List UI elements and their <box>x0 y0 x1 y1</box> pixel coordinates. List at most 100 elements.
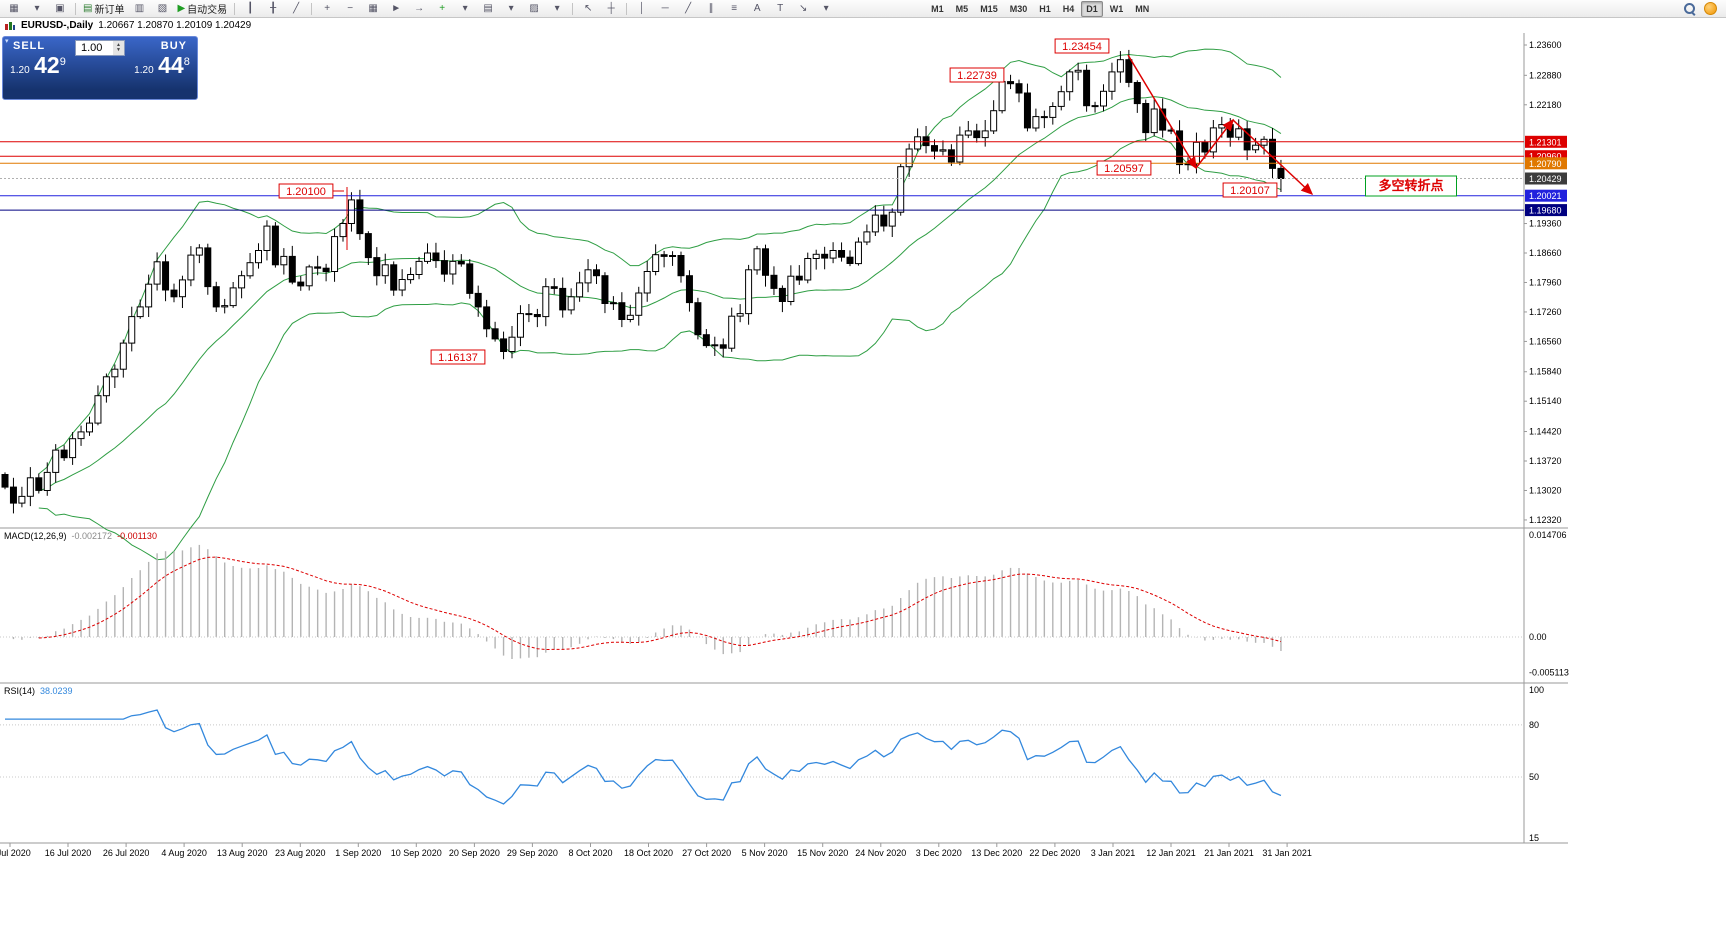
timeframe-h4[interactable]: H4 <box>1062 3 1075 14</box>
price-tag <box>1525 204 1567 217</box>
timeframe-d1[interactable]: D1 <box>1081 0 1103 17</box>
toolbar-auto-scroll[interactable]: ► <box>385 0 407 17</box>
volume-down-icon[interactable]: ▼ <box>116 47 121 53</box>
date-axis-label: 13 Aug 2020 <box>217 848 268 858</box>
annotation-text: 1.23454 <box>1062 41 1102 53</box>
date-axis-label: 26 Jul 2020 <box>103 848 150 858</box>
search-icon[interactable] <box>1683 2 1696 15</box>
toolbar-terminal-window[interactable]: ▧ <box>151 0 173 17</box>
toolbar-tile-windows[interactable]: ▦ <box>362 0 384 17</box>
timeframe-m15[interactable]: M15 <box>980 3 998 14</box>
price-axis-label: 1.15840 <box>1529 367 1562 377</box>
toolbar-market-watch[interactable]: ▥ <box>128 0 150 17</box>
buy-label: BUY <box>160 40 187 52</box>
buy-button[interactable]: BUY 1.20 448 <box>127 37 197 99</box>
date-axis-label: 6 Jul 2020 <box>0 848 31 858</box>
timeframe-toolbar: M1 M5 M15 M30 H1 H4 D1 W1 MN <box>926 0 1154 17</box>
date-axis-label: 24 Nov 2020 <box>855 848 906 858</box>
toolbar-indicators-dropdown[interactable]: ▾ <box>454 0 476 17</box>
date-axis-label: 4 Aug 2020 <box>161 848 207 858</box>
toolbar-arrows-tool[interactable]: ↘ <box>792 0 814 17</box>
buy-price-prefix: 1.20 <box>134 65 154 76</box>
price-axis-label: 1.13020 <box>1529 486 1562 496</box>
toolbar-arrows-dropdown[interactable]: ▾ <box>815 0 837 17</box>
toolbar-line-chart-mode[interactable]: ╱ <box>285 0 307 17</box>
annotation-box[interactable] <box>1096 160 1152 176</box>
volume-input[interactable]: 1.00 ▲ ▼ <box>75 40 125 56</box>
volume-up-icon[interactable]: ▲ <box>116 42 121 48</box>
toolbar-new-chart[interactable]: ▦ <box>3 0 25 17</box>
toolbar-candlestick-mode[interactable]: ╂ <box>262 0 284 17</box>
toolbar-channel-tool[interactable]: ∥ <box>700 0 722 17</box>
volume-column: 1.00 ▲ ▼ <box>73 37 127 99</box>
macd-axis-label: 0.014706 <box>1529 530 1567 540</box>
annotation-text: 1.22739 <box>957 70 997 82</box>
sell-button[interactable]: SELL 1.20 429 <box>3 37 73 99</box>
timeframe-w1[interactable]: W1 <box>1109 3 1124 14</box>
autotrading-label: 自动交易 <box>187 5 228 16</box>
new-order-icon: ▤ <box>83 2 93 14</box>
svg-text:1.20021: 1.20021 <box>1529 191 1562 201</box>
tile-windows-icon: ▦ <box>368 2 378 14</box>
toolbar-indicators[interactable]: + <box>431 0 453 17</box>
label-tool-icon: T <box>777 2 784 14</box>
toolbar-zoom-in[interactable]: + <box>316 0 338 17</box>
annotation-text: 1.20100 <box>286 186 326 198</box>
chart-symbol-period: EURUSD-,Daily <box>21 20 94 31</box>
trend-arrow[interactable] <box>1195 118 1234 169</box>
toolbar-trendline-tool[interactable]: ╱ <box>677 0 699 17</box>
timeframe-mn[interactable]: MN <box>1135 3 1150 14</box>
toolbar-new-order[interactable]: ▤ 新订单 <box>80 0 127 17</box>
annotation-box[interactable] <box>1365 175 1457 197</box>
timeframe-m30[interactable]: M30 <box>1009 3 1028 14</box>
date-axis-label: 3 Jan 2021 <box>1091 848 1136 858</box>
new-chart-icon: ▦ <box>9 2 19 14</box>
toolbar-label-tool[interactable]: T <box>769 0 791 17</box>
auto-scroll-icon: ► <box>391 2 402 14</box>
price-axis-label: 1.14420 <box>1529 427 1562 437</box>
timeframe-h1[interactable]: H1 <box>1039 3 1051 14</box>
toolbar-chart-list-dropdown[interactable]: ▾ <box>26 0 48 17</box>
chart-annotations[interactable]: 1.23454 1.22739 1.20597 1.20107 1.20100 1.161… <box>278 38 1457 365</box>
toolbar-fibonacci-tool[interactable]: ≡ <box>723 0 745 17</box>
chart-title-bar: EURUSD-,Daily 1.20667 1.20870 1.20109 1.… <box>0 18 251 33</box>
toolbar-cursor[interactable]: ↖ <box>577 0 599 17</box>
annotation-box[interactable] <box>1054 38 1110 54</box>
toolbar-templates-dropdown[interactable]: ▾ <box>546 0 568 17</box>
toolbar: ▦ ▾ ▣ ▤ 新订单 ▥ ▧ ▶ 自动交易 ┃ ╂ ╱ + − ▦ ► → + ▾ ▤ ▾ ▨ ▾ ↖ ┼ │ ─ ╱ ∥ ≡ A T ↘ ▾ M… <box>0 0 1726 18</box>
community-icon[interactable] <box>1704 2 1717 15</box>
trend-arrow[interactable] <box>1127 54 1197 170</box>
toolbar-periods-dropdown[interactable]: ▾ <box>500 0 522 17</box>
toolbar-bar-chart-mode[interactable]: ┃ <box>239 0 261 17</box>
toolbar-separator <box>234 2 236 15</box>
toolbar-text-tool[interactable]: A <box>746 0 768 17</box>
toolbar-templates[interactable]: ▨ <box>523 0 545 17</box>
volume-stepper[interactable]: ▲ ▼ <box>113 41 124 55</box>
svg-text:1.19680: 1.19680 <box>1529 206 1562 216</box>
toolbar-periods[interactable]: ▤ <box>477 0 499 17</box>
candlestick-series <box>1 49 1285 514</box>
timeframe-m1[interactable]: M1 <box>931 3 944 14</box>
toolbar-autotrading[interactable]: ▶ 自动交易 <box>174 0 230 17</box>
annotation-box[interactable] <box>430 349 486 365</box>
timeframe-m5[interactable]: M5 <box>955 3 969 14</box>
annotation-box[interactable] <box>949 67 1005 83</box>
toolbar-crosshair[interactable]: ┼ <box>600 0 622 17</box>
trend-arrow[interactable] <box>1232 119 1314 196</box>
line-chart-mode-icon: ╱ <box>293 2 300 14</box>
date-axis-label: 10 Sep 2020 <box>391 848 442 858</box>
annotation-box[interactable] <box>278 183 334 199</box>
annotation-box[interactable] <box>1222 182 1278 198</box>
toolbar-vertical-line-tool[interactable]: │ <box>631 0 653 17</box>
toolbar-horizontal-line-tool[interactable]: ─ <box>654 0 676 17</box>
collapse-panel-icon[interactable]: ▾ <box>5 38 9 45</box>
price-axis-label: 1.22880 <box>1529 70 1562 80</box>
toolbar-chart-shift[interactable]: → <box>408 0 430 17</box>
toolbar-zoom-out[interactable]: − <box>339 0 361 17</box>
market-watch-icon: ▥ <box>134 2 145 14</box>
volume-value: 1.00 <box>81 42 103 54</box>
toolbar-profiles[interactable]: ▣ <box>49 0 71 17</box>
date-axis-label: 16 Jul 2020 <box>45 848 92 858</box>
